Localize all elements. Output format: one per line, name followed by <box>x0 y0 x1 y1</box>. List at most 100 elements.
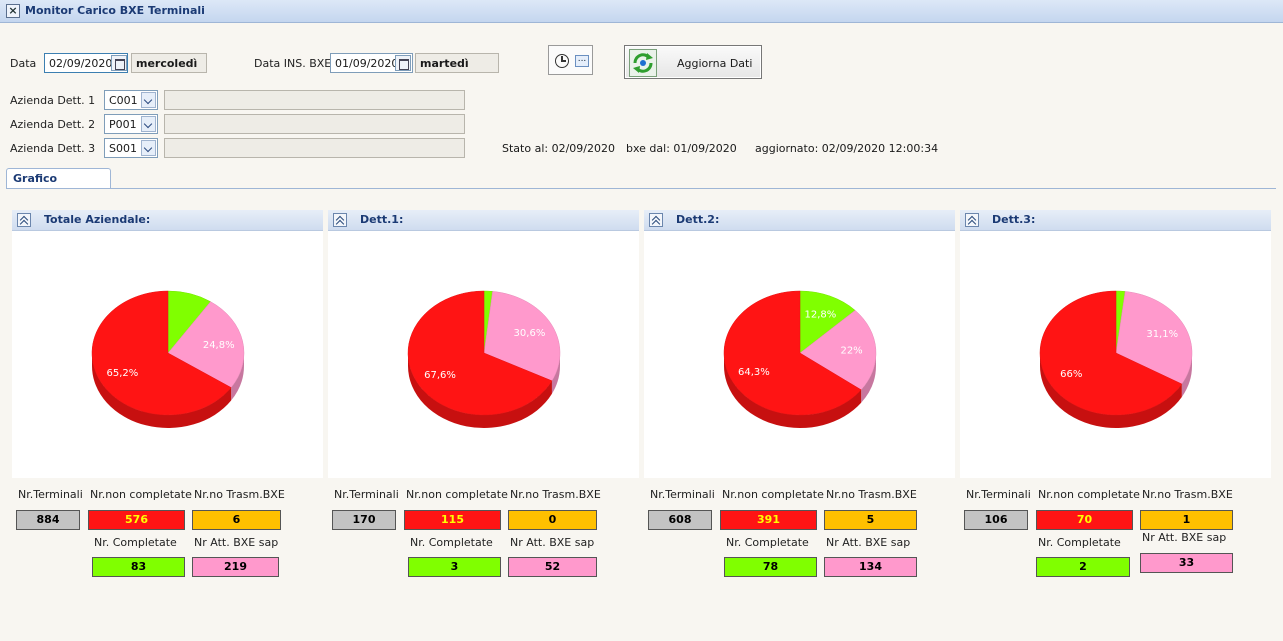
no-trasm-label: Nr.no Trasm.BXE <box>194 488 285 501</box>
panel-header: Dett.1: <box>328 210 639 231</box>
pie-slice-side <box>1181 353 1192 397</box>
tab-grafico[interactable]: Grafico <box>6 168 111 189</box>
terminali-value: 170 <box>332 510 396 530</box>
data-ins-label: Data INS. BXE <box>254 57 332 70</box>
no-trasm-label: Nr.no Trasm.BXE <box>1142 488 1233 501</box>
terminali-value: 884 <box>16 510 80 530</box>
azienda-3-label: Azienda Dett. 3 <box>10 142 96 155</box>
att-bxe-label: Nr Att. BXE sap <box>194 536 279 549</box>
att-bxe-value: 52 <box>508 557 597 577</box>
clock-icon[interactable] <box>555 54 569 68</box>
pie-chart: 12,8% 22% 64,3% <box>723 290 877 428</box>
att-bxe-value: 134 <box>824 557 917 577</box>
azienda-3-combo[interactable]: S001 <box>104 138 158 158</box>
completate-label: Nr. Completate <box>94 536 177 549</box>
pie-slice <box>799 290 856 354</box>
chevron-down-icon[interactable] <box>141 92 156 108</box>
azienda-2-combo[interactable]: P001 <box>104 114 158 134</box>
att-bxe-label: Nr Att. BXE sap <box>1142 531 1227 544</box>
non-completate-value: 115 <box>404 510 501 530</box>
window-title: Monitor Carico BXE Terminali <box>25 4 205 17</box>
azienda-3-code: S001 <box>109 142 137 155</box>
calendar-icon[interactable] <box>111 55 127 71</box>
terminali-value: 106 <box>964 510 1028 530</box>
calendar-icon[interactable] <box>395 55 411 71</box>
azienda-2-label: Azienda Dett. 2 <box>10 118 96 131</box>
data-input-value: 02/09/2020 <box>49 57 113 70</box>
completate-value: 78 <box>724 557 817 577</box>
pie-slice-side <box>1040 353 1182 428</box>
terminali-label: Nr.Terminali <box>966 488 1031 501</box>
pie-slice-label: 65,2% <box>107 368 139 379</box>
more-icon[interactable]: ... <box>575 55 589 67</box>
non-completate-value: 391 <box>720 510 817 530</box>
data-ins-input[interactable]: 01/09/2020 <box>330 53 413 73</box>
pie-slice-label: 12,8% <box>805 309 837 320</box>
terminali-value: 608 <box>648 510 712 530</box>
pie-slice-label: 64,3% <box>738 367 770 378</box>
no-trasm-value: 0 <box>508 510 597 530</box>
terminali-label: Nr.Terminali <box>650 488 715 501</box>
pie-slice-label: 24,8% <box>203 340 235 351</box>
pie-slice <box>167 301 245 388</box>
panel-title: Dett.1: <box>360 213 404 226</box>
pie-slice <box>91 290 232 416</box>
azienda-2-description <box>164 114 465 134</box>
pie-slice-side <box>724 353 862 428</box>
non-completate-label: Nr.non completate <box>722 488 824 501</box>
chevron-down-icon[interactable] <box>141 140 156 156</box>
data-ins-input-value: 01/09/2020 <box>335 57 399 70</box>
terminali-label: Nr.Terminali <box>18 488 83 501</box>
completate-label: Nr. Completate <box>1038 536 1121 549</box>
pie-slice-side <box>92 353 232 428</box>
panel-totale: Totale Aziendale: 24,8% 65,2% <box>12 210 323 478</box>
pie-slice-label: 66% <box>1060 369 1082 380</box>
bxe-dal-text: bxe dal: 01/09/2020 <box>626 142 737 155</box>
pie-slice-label: 22% <box>840 345 862 356</box>
refresh-button[interactable]: Aggiorna Dati <box>624 45 762 79</box>
pie-slice <box>799 309 877 391</box>
panel-header: Dett.2: <box>644 210 955 231</box>
pie-slice <box>1115 291 1193 385</box>
pie-slice-label: 30,6% <box>514 328 546 339</box>
azienda-3-description <box>164 138 465 158</box>
stato-text: Stato al: 02/09/2020 <box>502 142 615 155</box>
completate-value: 83 <box>92 557 185 577</box>
completate-value: 3 <box>408 557 501 577</box>
pie-slice-side <box>408 353 552 428</box>
panel-dett2: Dett.2: 12,8% 22% 64,3% <box>644 210 955 478</box>
completate-label: Nr. Completate <box>410 536 493 549</box>
panel-title: Dett.2: <box>676 213 720 226</box>
terminali-label: Nr.Terminali <box>334 488 399 501</box>
azienda-1-description <box>164 90 465 110</box>
azienda-2-code: P001 <box>109 118 137 131</box>
chevron-down-icon[interactable] <box>141 116 156 132</box>
refresh-button-label: Aggiorna Dati <box>677 57 753 70</box>
att-bxe-value: 219 <box>192 557 279 577</box>
non-completate-value: 576 <box>88 510 185 530</box>
collapse-icon[interactable] <box>649 213 663 227</box>
azienda-1-code: C001 <box>109 94 138 107</box>
pie-slice <box>723 290 862 416</box>
collapse-icon[interactable] <box>17 213 31 227</box>
att-bxe-label: Nr Att. BXE sap <box>826 536 911 549</box>
time-picker[interactable]: ... <box>548 45 593 75</box>
pie-slice <box>1039 290 1183 416</box>
no-trasm-value: 5 <box>824 510 917 530</box>
pie-chart: 24,8% 65,2% <box>91 290 245 428</box>
azienda-1-combo[interactable]: C001 <box>104 90 158 110</box>
panel-dett3: Dett.3: 31,1% 66% <box>960 210 1271 478</box>
completate-label: Nr. Completate <box>726 536 809 549</box>
completate-value: 2 <box>1036 557 1130 577</box>
non-completate-value: 70 <box>1036 510 1133 530</box>
non-completate-label: Nr.non completate <box>1038 488 1140 501</box>
close-icon[interactable]: × <box>6 4 20 18</box>
collapse-icon[interactable] <box>333 213 347 227</box>
no-trasm-label: Nr.no Trasm.BXE <box>826 488 917 501</box>
aggiornato-text: aggiornato: 02/09/2020 12:00:34 <box>755 142 939 155</box>
panel-header: Totale Aziendale: <box>12 210 323 231</box>
data-input[interactable]: 02/09/2020 <box>44 53 128 73</box>
collapse-icon[interactable] <box>965 213 979 227</box>
pie-slice <box>407 290 553 416</box>
pie-slice-label: 31,1% <box>1146 329 1178 340</box>
